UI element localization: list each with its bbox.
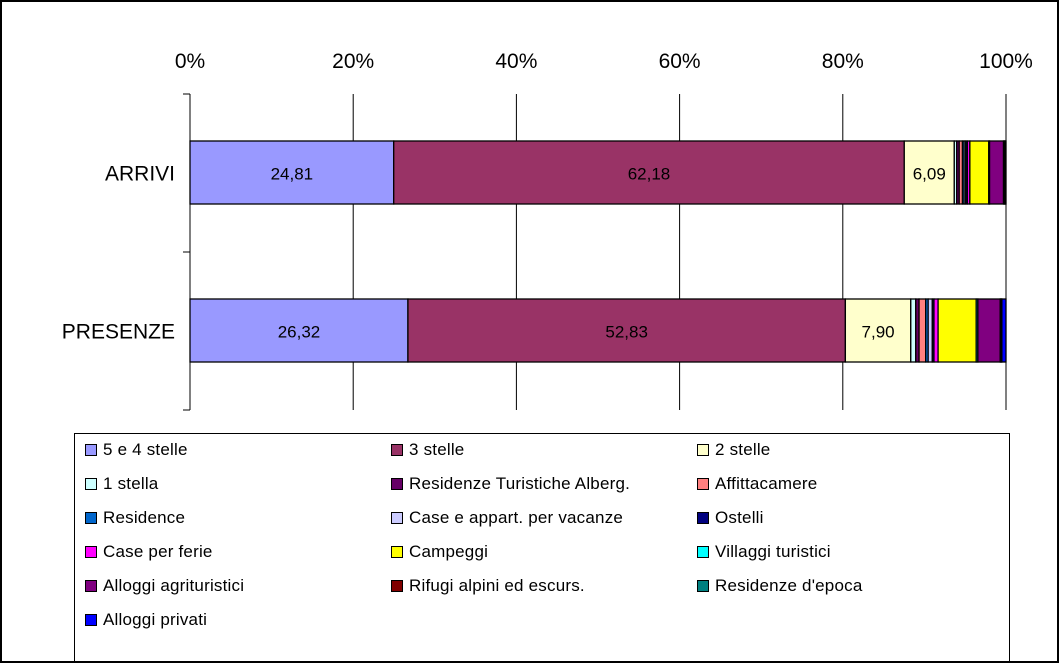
- bar-segment: [903, 140, 955, 205]
- legend-swatch: [697, 580, 709, 592]
- legend-swatch: [391, 546, 403, 558]
- legend-label: Campeggi: [409, 542, 489, 561]
- legend-swatch: [85, 614, 97, 626]
- legend-item: 1 stella: [85, 473, 158, 495]
- legend-swatch: [391, 580, 403, 592]
- stacked-bar-chart: 0% 20% 40% 60% 80% 100% 24,81 62,18 6,09 ARRIVI 26…: [62, 50, 1033, 411]
- category-label: ARRIVI: [105, 163, 175, 186]
- legend-item: Residenze Turistiche Alberg.: [391, 473, 630, 495]
- legend-item: Villaggi turistici: [697, 541, 831, 563]
- legend-label: Villaggi turistici: [715, 542, 831, 561]
- legend-swatch: [391, 444, 403, 456]
- legend-item: Case e appart. per vacanze: [391, 507, 623, 529]
- legend-swatch: [85, 444, 97, 456]
- x-tick-label: 80%: [822, 50, 864, 73]
- legend-swatch: [85, 546, 97, 558]
- bar-segment: [910, 298, 917, 363]
- legend-item: Campeggi: [391, 541, 488, 563]
- legend-swatch: [85, 580, 97, 592]
- legend-swatch: [391, 512, 403, 524]
- legend-label: Case e appart. per vacanze: [409, 508, 624, 527]
- legend-swatch: [391, 478, 403, 490]
- bar-segment: [1004, 140, 1007, 205]
- legend-label: Ostelli: [715, 508, 764, 527]
- legend-label: Alloggi privati: [103, 610, 208, 629]
- legend-item: Case per ferie: [85, 541, 213, 563]
- legend-item: Residence: [85, 507, 185, 529]
- x-tick-label: 100%: [979, 50, 1033, 73]
- legend-label: Residence: [103, 508, 186, 527]
- legend: 5 e 4 stelle 3 stelle 2 stelle 1 stella Resi…: [74, 433, 1010, 661]
- bar-segment: [844, 298, 912, 363]
- legend-item: 2 stelle: [697, 439, 770, 461]
- x-tick-label: 60%: [659, 50, 701, 73]
- legend-swatch: [697, 478, 709, 490]
- bar-segment: [393, 140, 905, 205]
- legend-item: Alloggi privati: [85, 609, 207, 631]
- data-label: 6,09: [913, 165, 946, 184]
- bar-segment: [189, 298, 409, 363]
- bar-segment: [918, 298, 927, 363]
- legend-label: 3 stelle: [409, 440, 465, 459]
- bar-segment: [407, 298, 847, 363]
- data-label: 7,90: [862, 323, 895, 342]
- data-label: 52,83: [605, 323, 648, 342]
- legend-item: Residenze d'epoca: [697, 575, 862, 597]
- legend-label: Case per ferie: [103, 542, 213, 561]
- x-tick-label: 0%: [175, 50, 205, 73]
- data-label: 26,32: [278, 323, 321, 342]
- category-label: PRESENZE: [62, 321, 175, 344]
- legend-label: Affittacamere: [715, 474, 818, 493]
- legend-item: Rifugi alpini ed escurs.: [391, 575, 585, 597]
- legend-item: Affittacamere: [697, 473, 817, 495]
- legend-swatch: [697, 546, 709, 558]
- legend-swatch: [697, 444, 709, 456]
- bar-segment: [969, 140, 990, 205]
- legend-swatch: [85, 478, 97, 490]
- legend-item: 5 e 4 stelle: [85, 439, 188, 461]
- legend-label: Alloggi agrituristici: [103, 576, 245, 595]
- bar-segment: [977, 298, 1001, 363]
- legend-label: 2 stelle: [715, 440, 771, 459]
- legend-swatch: [697, 512, 709, 524]
- data-label: 24,81: [271, 165, 314, 184]
- x-tick-label: 20%: [332, 50, 374, 73]
- legend-label: Residenze d'epoca: [715, 576, 863, 595]
- legend-label: Residenze Turistiche Alberg.: [409, 474, 631, 493]
- legend-label: 1 stella: [103, 474, 159, 493]
- legend-label: 5 e 4 stelle: [103, 440, 188, 459]
- bar-segment: [937, 298, 977, 363]
- legend-label: Rifugi alpini ed escurs.: [409, 576, 585, 595]
- bar-segment: [1001, 298, 1007, 363]
- bar-segment: [988, 140, 1005, 205]
- legend-item: Ostelli: [697, 507, 764, 529]
- legend-item: Alloggi agrituristici: [85, 575, 244, 597]
- legend-item: 3 stelle: [391, 439, 464, 461]
- data-label: 62,18: [628, 165, 671, 184]
- legend-swatch: [85, 512, 97, 524]
- x-tick-label: 40%: [495, 50, 537, 73]
